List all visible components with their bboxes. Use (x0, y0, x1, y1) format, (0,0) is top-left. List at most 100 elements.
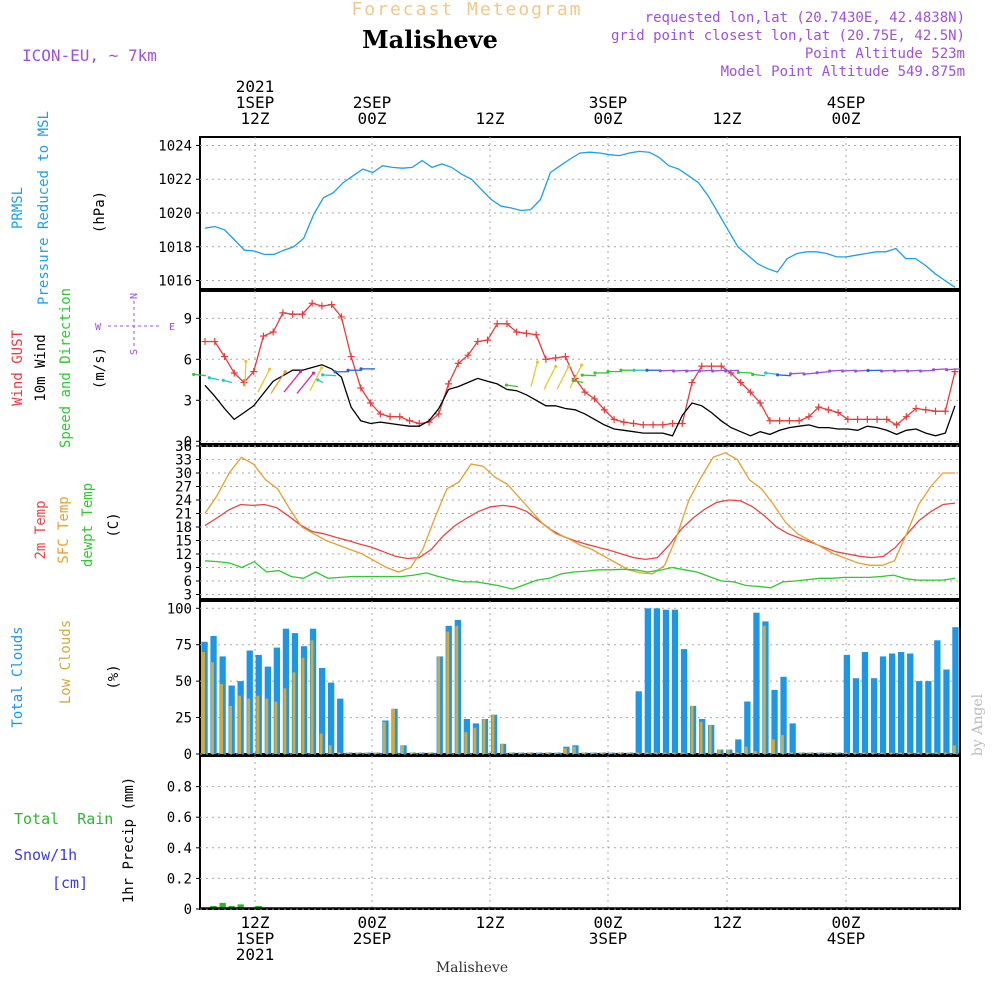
gust-marker (230, 369, 238, 377)
wind-arrow-head (789, 372, 793, 376)
wind-arrow (193, 373, 207, 377)
gust-marker (932, 407, 940, 415)
bar-mark (744, 746, 748, 754)
gust-marker (220, 353, 228, 361)
gust-marker (406, 417, 414, 425)
wind-arrow-head (321, 373, 325, 377)
wind-arrow-head (320, 366, 324, 370)
gust-marker (883, 415, 891, 423)
wind-arrow-head (866, 368, 870, 373)
bar-mark (527, 752, 531, 754)
bottom-time-label: 12Z (241, 913, 270, 932)
wind-arrow (907, 369, 922, 372)
tick-label: 15 (175, 534, 192, 550)
tick-label: 27 (175, 480, 192, 496)
wind-arrow-head (221, 378, 225, 382)
panel-1: 0 3 6 9 (184, 290, 961, 450)
wind-arrow-head (919, 369, 923, 373)
bar-mark (328, 745, 332, 754)
top-time-label: 2SEP (353, 93, 392, 112)
bar-mark (273, 647, 280, 754)
bar-mark (762, 625, 766, 754)
pressure-label-1: PRMSL (10, 187, 26, 229)
wind-arrow-head (333, 370, 337, 374)
gust-marker (552, 354, 560, 362)
panel-frame (199, 445, 961, 600)
bar-mark (663, 752, 667, 754)
wind-arrow (699, 369, 714, 372)
bottom-time-label: 2SEP (353, 929, 392, 948)
bar-mark (780, 676, 787, 754)
temp-unit: (C) (106, 512, 122, 537)
gridpoint-coords: grid point closest lon,lat (20.75E, 42.5… (611, 28, 965, 44)
bar-mark (319, 733, 323, 754)
bar-mark (916, 681, 923, 754)
precip-unit: 1hr Precip (mm) (121, 777, 137, 903)
wind-arrow (933, 368, 948, 371)
tick-label: 1024 (158, 138, 192, 154)
gust-marker (386, 413, 394, 421)
gust-marker (873, 415, 881, 423)
gust-marker (513, 328, 521, 336)
gust-marker (298, 310, 306, 318)
precip-label-1: Total Rain (14, 810, 113, 828)
bar-mark (907, 752, 911, 754)
wind-label-3: Speed and Direction (58, 288, 74, 448)
gust-marker (678, 420, 686, 428)
bar-mark (545, 752, 549, 754)
wind-arrow (569, 364, 583, 389)
bar-mark (346, 752, 350, 754)
top-time-label: 12Z (713, 109, 742, 128)
bar-mark (645, 752, 649, 754)
wind-arrow-head (906, 369, 910, 373)
gust-marker (503, 320, 511, 328)
wind-arrow (881, 369, 896, 372)
wind-arrow-head (244, 359, 248, 364)
bar-mark (871, 752, 875, 754)
tick-label: 0.2 (167, 871, 192, 887)
wind-arrow (257, 368, 271, 393)
bottom-time-label: 00Z (832, 913, 861, 932)
pressure-label-2: Pressure Reduced to MSL (36, 111, 52, 305)
gust-marker (785, 417, 793, 425)
tick-label: 0 (184, 434, 192, 450)
bar-mark (898, 652, 905, 754)
bar-mark (772, 739, 775, 754)
cloud-unit: (%) (106, 664, 122, 689)
series-line (204, 560, 956, 590)
wind-arrow-head (764, 371, 768, 375)
gust-marker (367, 399, 375, 407)
gust-marker (328, 301, 336, 309)
bar-mark (211, 662, 214, 754)
panel-frame (199, 290, 961, 445)
tick-label: 0.4 (167, 841, 192, 857)
bar-mark (843, 654, 850, 754)
bottom-time-label: 2021 (236, 945, 275, 964)
bottom-time-label: 12Z (476, 913, 505, 932)
bar-mark (491, 714, 495, 754)
wind-arrow-head (828, 369, 832, 373)
bar-mark (699, 721, 703, 754)
bar-mark (392, 708, 395, 754)
gust-marker (854, 415, 862, 423)
panel-3: 0 25 50 75 100 (167, 600, 961, 763)
bar-mark (789, 723, 796, 754)
bar-mark (636, 752, 640, 754)
wind-arrow (270, 371, 286, 394)
bottom-time-label: 00Z (358, 913, 387, 932)
gust-marker (522, 329, 530, 337)
bar-mark (952, 627, 959, 754)
gust-marker (269, 328, 277, 336)
tick-label: 18 (175, 520, 192, 536)
tick-label: 1020 (158, 206, 192, 222)
series-line (204, 150, 956, 288)
wind-arrow (777, 374, 792, 377)
gust-marker (815, 403, 823, 411)
bar-mark (781, 735, 784, 754)
point-altitude: Point Altitude 523m (805, 46, 965, 62)
gust-marker (941, 407, 949, 415)
bar-mark (862, 752, 866, 754)
wind-arrow-head (776, 373, 780, 377)
bar-mark (771, 689, 778, 754)
